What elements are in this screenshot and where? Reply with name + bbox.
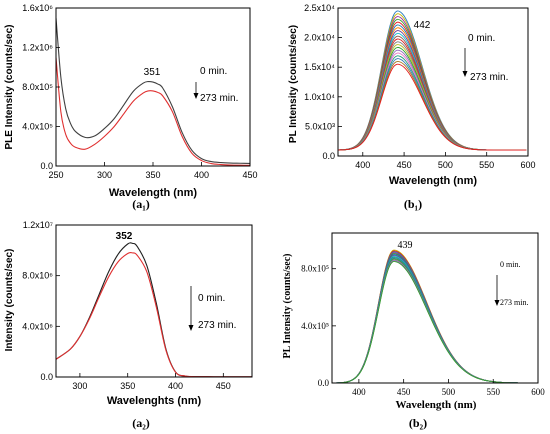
panel-b1-x-tick-label: 500	[438, 160, 453, 170]
panel-a2-ylabel: Intensity (counts/sec)	[4, 249, 15, 352]
panel-b2: 400 450 500 550 600 0.0 4.0x10⁵ 8.0x10⁵ Wavele…	[282, 232, 545, 430]
panel-b1-y-tick-label: 5.0x10³	[305, 121, 335, 131]
panel-b1-panel-label: (b₁)	[404, 197, 422, 211]
panel-b2-time-arrowhead	[494, 300, 500, 306]
panel-b2-marks	[332, 249, 537, 383]
panel-b2-ylabel: PL Intensity (counts/sec)	[282, 254, 293, 359]
panel-a2-frame	[55, 224, 253, 378]
panel-a2-x-tick-label: 300	[72, 381, 87, 391]
panel-b1-time-arrowhead	[462, 71, 468, 77]
panel-b2-end-label: 273 min.	[500, 298, 528, 307]
panel-b2-x-tick-label: 450	[397, 387, 411, 397]
panel-b1-start-label: 0 min.	[468, 33, 495, 44]
panel-b1-y-tick-label: 2.5x10⁴	[304, 3, 335, 13]
panel-b2-x-tick-label: 500	[442, 387, 456, 397]
panel-b2-xlabel: Wavelength (nm)	[396, 399, 477, 411]
panel-a2-y-tick-label: 1.2x10⁷	[23, 220, 53, 230]
panel-b1-end-label: 273 min.	[470, 72, 508, 83]
panel-a2-series-line	[56, 242, 252, 377]
panel-b1-marks	[338, 10, 527, 151]
panel-a1-yticks: 0.0 4.0x10⁵ 8.0x10⁵ 1.2x10⁶ 1.6x10⁶	[22, 3, 60, 171]
panel-b1-ylabel: PL Intensity (counts/sec)	[288, 25, 299, 143]
panel-b2-series-line	[332, 252, 537, 383]
panel-b2-y-tick-label: 0.0	[318, 378, 330, 388]
panel-b2-series-line	[332, 249, 537, 383]
panel-a1-x-tick-label: 250	[48, 170, 63, 180]
panel-b1-x-tick-label: 450	[397, 160, 412, 170]
panel-a2-marks	[56, 242, 252, 377]
panel-a1-y-tick-label: 8.0x10⁵	[22, 82, 53, 92]
panel-a1-y-tick-label: 1.2x10⁶	[22, 43, 53, 53]
panel-a1-series-line	[56, 17, 250, 164]
panel-a1-x-tick-label: 400	[194, 170, 209, 180]
panel-b2-peak-label: 439	[398, 240, 413, 251]
panel-b1-y-tick-label: 1.5x10⁴	[304, 62, 335, 72]
panel-a2: 300 350 400 450 0.0 4.0x10⁶ 8.0x10⁶ 1.2x10⁷ Wa…	[4, 220, 253, 430]
panel-a2-series-line	[56, 251, 252, 377]
panel-a2-y-tick-label: 4.0x10⁶	[22, 321, 53, 331]
panel-a1-x-tick-label: 350	[145, 170, 160, 180]
panel-a2-x-tick-label: 450	[216, 381, 231, 391]
panel-b2-series-line	[332, 250, 537, 383]
panel-a1-panel-label: (a₁)	[132, 197, 150, 211]
panel-a1-x-tick-label: 450	[242, 170, 257, 180]
panel-a2-y-tick-label: 8.0x10⁶	[22, 271, 53, 281]
panel-b2-start-label: 0 min.	[500, 260, 520, 269]
panel-b2-frame	[331, 232, 539, 384]
panel-b2-series-line	[332, 260, 537, 383]
panel-b2-series-line	[332, 253, 537, 383]
panel-a1-y-tick-label: 0.0	[40, 161, 53, 171]
panel-b1-x-tick-label: 600	[520, 160, 535, 170]
panel-b2-x-tick-label: 550	[486, 387, 500, 397]
panel-a2-start-label: 0 min.	[198, 293, 225, 304]
panel-a1-peak-label: 351	[144, 67, 161, 78]
panel-a1-xlabel: Wavelength (nm)	[109, 187, 198, 199]
panel-b2-series-line	[332, 251, 537, 383]
panel-a2-xticks: 300 350 400 450	[72, 373, 231, 391]
panel-a2-panel-label: (a₂)	[132, 416, 150, 430]
panel-a1-y-tick-label: 1.6x10⁶	[22, 3, 53, 13]
panel-b1-x-tick-label: 550	[479, 160, 494, 170]
panel-a1: 250 300 350 400 450 0.0 4.0x10⁵ 8.0x10⁵ 1.2x10⁶…	[4, 3, 258, 211]
panel-b2-xticks: 400 450 500 550 600	[352, 379, 545, 397]
panel-b2-x-tick-label: 600	[531, 387, 545, 397]
panel-a2-x-tick-label: 400	[168, 381, 183, 391]
panel-b2-y-tick-label: 4.0x10⁵	[301, 321, 329, 331]
panel-b1-peak-label: 442	[414, 20, 431, 31]
panel-b1: 400 450 500 550 600 0.0 5.0x10³ 1.0x10⁴ 1.5x10⁴…	[288, 3, 536, 211]
panel-b1-series-line	[338, 63, 527, 151]
panel-a2-yticks: 0.0 4.0x10⁶ 8.0x10⁶ 1.2x10⁷	[22, 220, 60, 382]
panel-a1-x-tick-label: 300	[97, 170, 112, 180]
panel-a1-ylabel: PLE Intensity (counts/sec)	[4, 24, 15, 149]
panel-b2-series-line	[332, 253, 537, 383]
panel-b1-y-tick-label: 2.0x10⁴	[304, 33, 335, 43]
panel-a2-end-label: 273 min.	[198, 320, 236, 331]
panel-b1-xlabel-text: Wavelength (nm)	[389, 175, 478, 187]
panel-b2-y-tick-label: 8.0x10⁵	[301, 264, 329, 274]
panel-a2-time-arrowhead	[188, 325, 194, 331]
panel-a1-frame	[55, 7, 251, 167]
panel-a2-xlabel: Wavelenghts (nm)	[107, 395, 202, 407]
panel-a2-x-tick-label: 350	[120, 381, 135, 391]
panel-a2-peak-label: 352	[116, 231, 133, 242]
panel-a1-end-label: 273 min.	[200, 93, 238, 104]
panel-a2-y-tick-label: 0.0	[40, 372, 53, 382]
panel-b1-y-tick-label: 1.0x10⁴	[304, 92, 335, 102]
panel-a1-marks	[56, 17, 250, 166]
panel-b1-frame	[337, 7, 529, 157]
panel-b1-x-tick-label: 400	[355, 160, 370, 170]
panel-a1-y-tick-label: 4.0x10⁵	[22, 122, 53, 132]
panel-a1-xticks: 250 300 350 400 450	[48, 162, 258, 180]
panel-b1-xticks: 400 450 500 550 600	[355, 152, 536, 170]
panel-b1-y-tick-label: 0.0	[322, 151, 335, 161]
panel-a1-start-label: 0 min.	[200, 66, 227, 77]
panel-b2-yticks: 0.0 4.0x10⁵ 8.0x10⁵	[301, 264, 336, 388]
panel-a1-time-arrowhead	[193, 93, 199, 99]
panel-b2-panel-label: (b₂)	[409, 416, 427, 430]
panel-a1-series-line	[56, 57, 250, 166]
panel-b1-yticks: 0.0 5.0x10³ 1.0x10⁴ 1.5x10⁴ 2.0x10⁴ 2.5x10⁴	[304, 3, 342, 161]
panel-b2-x-tick-label: 400	[352, 387, 366, 397]
